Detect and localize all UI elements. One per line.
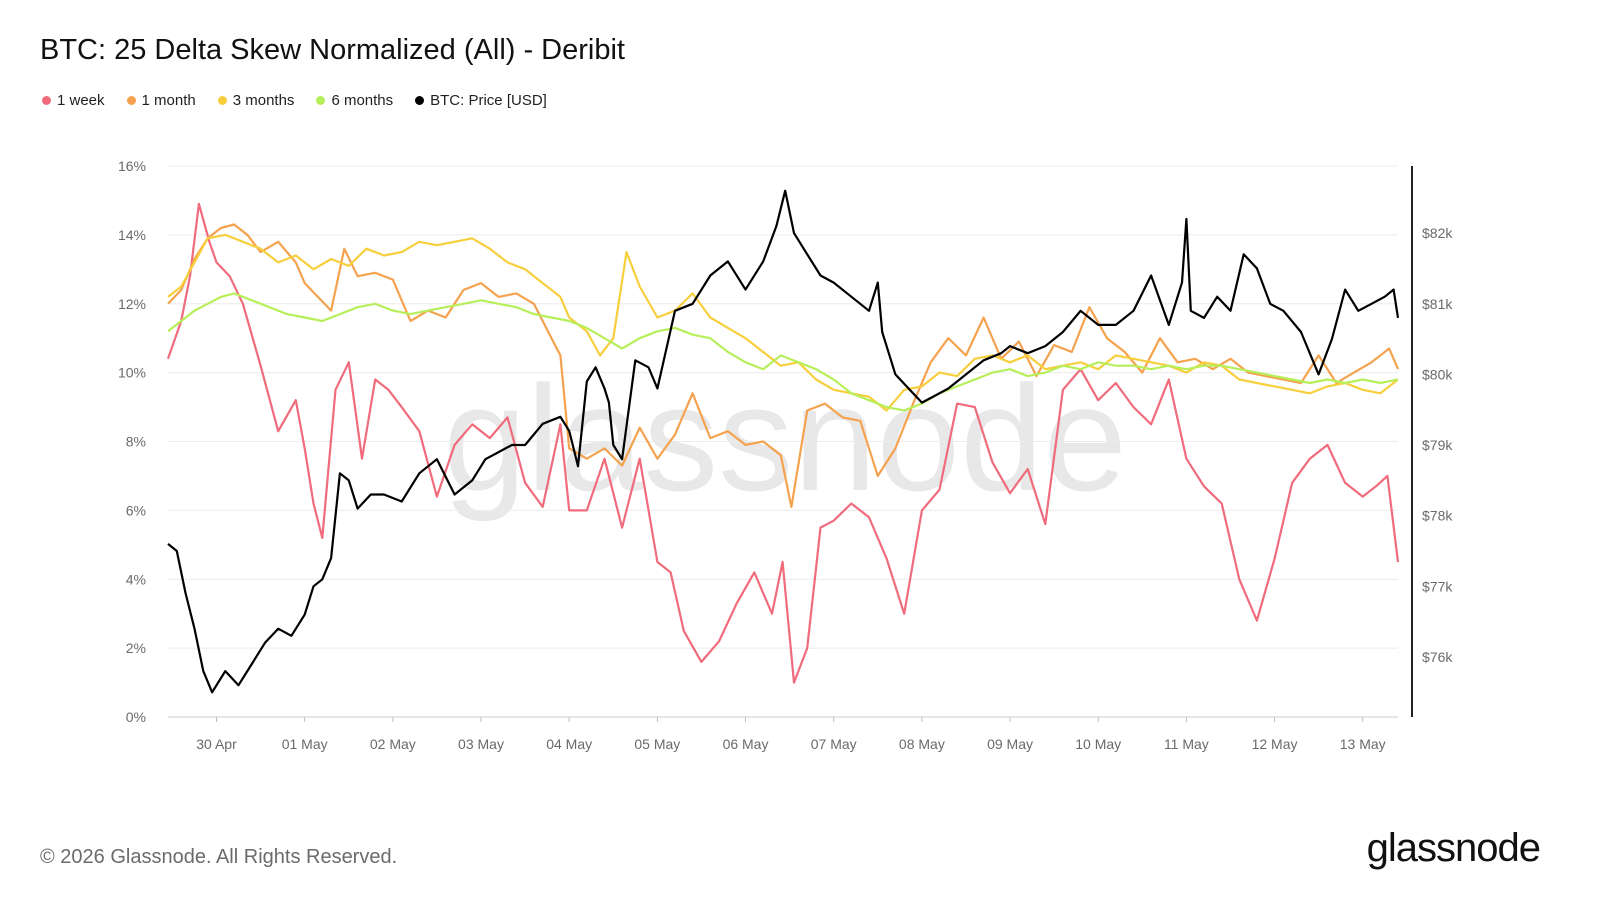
y-right-tick-label: $78k: [1422, 508, 1453, 524]
y-right-tick-label: $82k: [1422, 225, 1453, 241]
y-right-tick-label: $79k: [1422, 437, 1453, 453]
legend-dot-1-month: [126, 96, 136, 105]
x-tick-label: 11 May: [1164, 736, 1209, 752]
x-tick-label: 04 May: [546, 736, 592, 752]
chart-legend: 1 week 1 month 3 months 6 months BTC: Pr…: [42, 92, 547, 109]
legend-label-6-months: 6 months: [331, 92, 394, 109]
copyright-footer: © 2026 Glassnode. All Rights Reserved.: [40, 846, 398, 868]
x-tick-label: 08 May: [899, 736, 945, 752]
y-left-tick-label: 2%: [126, 640, 146, 656]
legend-item-btc-price[interactable]: BTC: Price [USD]: [415, 92, 547, 109]
legend-item-6-months[interactable]: 6 months: [316, 92, 393, 109]
series-line-btc-price-usd[interactable]: [167, 189, 1400, 694]
legend-label-1-month: 1 month: [141, 92, 196, 109]
x-tick-label: 10 May: [1075, 736, 1121, 752]
x-tick-label: 09 May: [987, 736, 1033, 752]
legend-item-1-week[interactable]: 1 week: [42, 92, 105, 109]
y-right-tick-label: $77k: [1422, 578, 1453, 594]
x-tick-label: 12 May: [1252, 736, 1298, 752]
legend-dot-1-week: [42, 96, 51, 105]
legend-dot-btc-price: [415, 96, 425, 105]
y-left-tick-label: 14%: [118, 227, 146, 243]
series-line-1-week[interactable]: [166, 202, 1400, 684]
legend-item-1-month[interactable]: 1 month: [126, 92, 196, 109]
x-tick-label: 03 May: [458, 736, 504, 752]
y-left-tick-label: 12%: [118, 296, 146, 312]
y-left-tick-label: 6%: [126, 502, 146, 518]
x-tick-label: 07 May: [811, 736, 857, 752]
y-left-tick-label: 8%: [126, 434, 146, 450]
series-line-6-months[interactable]: [167, 292, 1399, 412]
legend-label-3-months: 3 months: [232, 92, 295, 109]
series-line-3-months[interactable]: [167, 233, 1399, 412]
y-left-tick-label: 0%: [126, 709, 146, 725]
y-left-tick-label: 16%: [118, 158, 146, 174]
x-tick-label: 02 May: [370, 736, 416, 752]
axes: 0% 2% 4% 6% 8% 10% 12% 14% 16% $76k $77k $78k $79k $8…: [118, 158, 1453, 752]
y-right-tick-label: $80k: [1422, 366, 1453, 382]
chart-title: BTC: 25 Delta Skew Normalized (All) - De…: [40, 34, 625, 66]
gridlines: [168, 165, 1398, 718]
x-tick-label: 06 May: [723, 736, 769, 752]
y-right-tick-label: $81k: [1422, 296, 1453, 312]
series-line-1-month[interactable]: [167, 223, 1400, 508]
legend-dot-6-months: [316, 96, 326, 105]
legend-label-1-week: 1 week: [57, 92, 105, 109]
y-right-tick-label: $76k: [1422, 649, 1453, 665]
x-tick-label: 01 May: [282, 736, 328, 752]
x-tick-label: 05 May: [634, 736, 680, 752]
brand-logo[interactable]: glassnode: [1366, 826, 1541, 870]
series-layer: [166, 189, 1400, 694]
x-tick-label: 13 May: [1340, 736, 1386, 752]
legend-label-btc-price: BTC: Price [USD]: [430, 92, 547, 109]
legend-item-3-months[interactable]: 3 months: [217, 92, 295, 109]
y-left-tick-label: 10%: [118, 365, 146, 381]
y-left-tick-label: 4%: [126, 571, 146, 587]
legend-dot-3-months: [217, 96, 227, 105]
x-tick-label: 30 Apr: [196, 736, 237, 752]
